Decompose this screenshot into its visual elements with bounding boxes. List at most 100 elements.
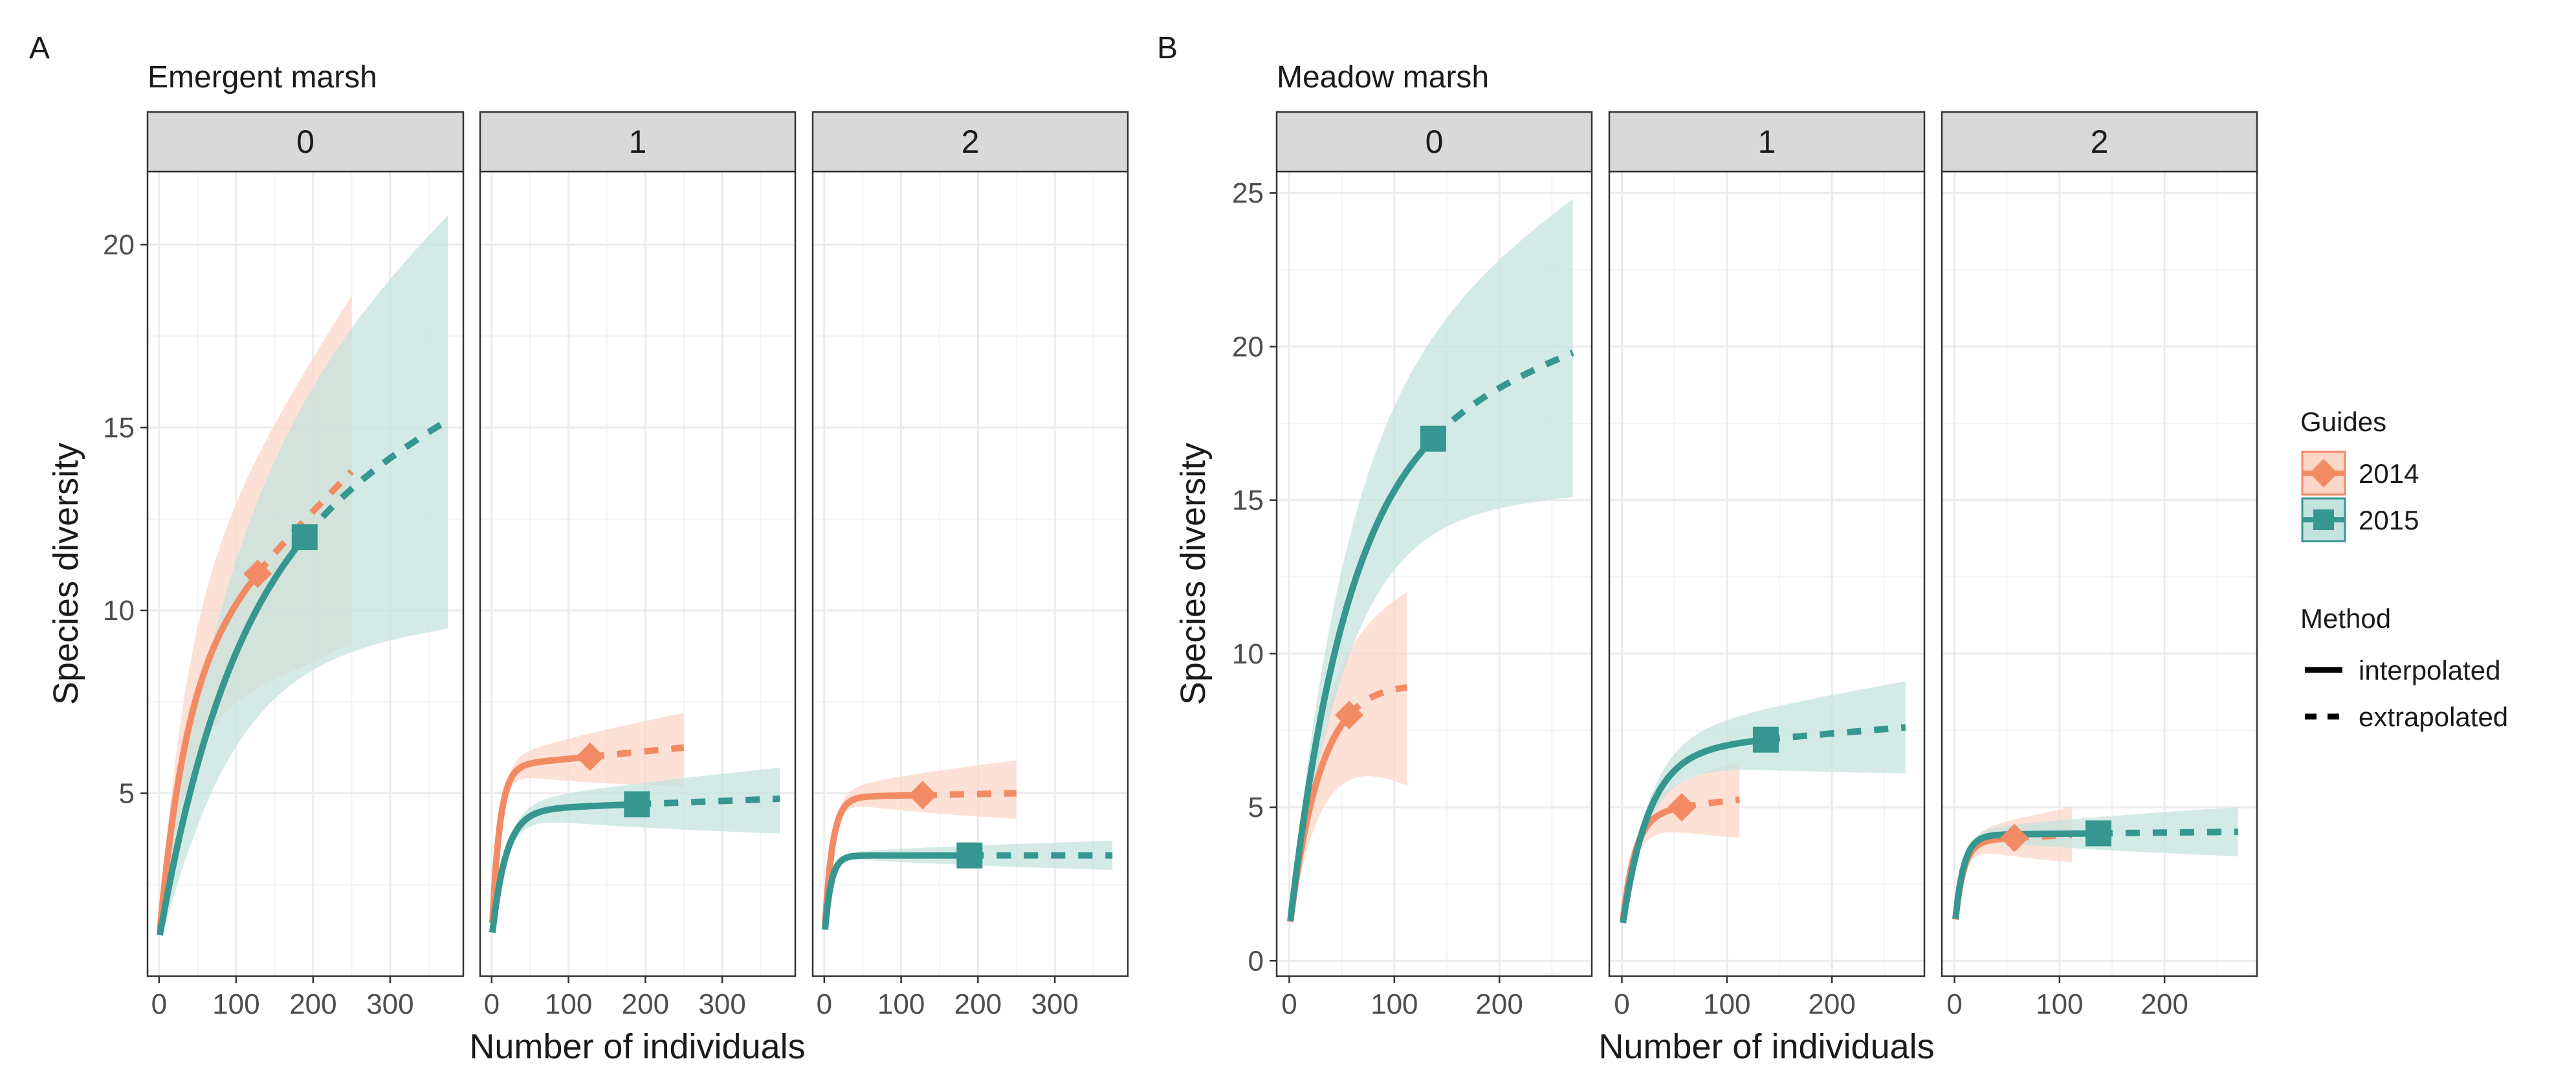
panel-background <box>1942 172 2257 976</box>
panel-background <box>1609 172 1924 976</box>
line-extrapolated-2015 <box>302 417 450 540</box>
point-2014 <box>1668 793 1697 822</box>
x-tick-label: 100 <box>1703 988 1750 1020</box>
x-tick-label: 100 <box>877 988 925 1020</box>
line-interpolated-2015 <box>822 852 970 930</box>
legend-method-title: Method <box>2300 603 2391 634</box>
y-tick-label: 10 <box>1232 638 1264 670</box>
x-tick-label: 0 <box>1946 988 1962 1020</box>
x-tick-label: 100 <box>545 988 592 1020</box>
x-tick-label: 200 <box>289 988 336 1020</box>
facet-strip <box>1941 111 2258 173</box>
ribbon-2014 <box>825 760 1017 926</box>
facet-panel-0: 0 0 100 200 <box>1275 111 1593 1020</box>
y-tick-label: 5 <box>119 778 135 810</box>
y-tick-label: 15 <box>1232 485 1264 517</box>
legend-label-2014: 2014 <box>2359 458 2419 489</box>
facet-panel-0: 0 0 100 200 300 <box>146 111 465 1020</box>
x-tick-label: 200 <box>622 988 669 1020</box>
point-2015 <box>2085 820 2111 847</box>
x-tick-label: 0 <box>1614 988 1629 1020</box>
legend-key-2014 <box>2301 451 2346 496</box>
y-tick-label: 20 <box>103 229 135 261</box>
y-tick-label: 20 <box>1232 331 1264 362</box>
legend-label-2015: 2015 <box>2359 505 2419 535</box>
ribbon-2014 <box>492 713 684 923</box>
facet-strip-label: 0 <box>1426 124 1444 160</box>
line-interpolated-2015 <box>489 801 637 933</box>
x-tick-label: 100 <box>212 988 259 1020</box>
y-axis-label: Species diversity <box>1174 443 1213 705</box>
ribbon-2015 <box>1290 199 1573 921</box>
y-tick-label: 15 <box>103 412 135 444</box>
point-2015 <box>1420 425 1446 452</box>
line-extrapolated-2015 <box>1765 724 1906 743</box>
ribbon-2015 <box>160 215 448 935</box>
facet-strip <box>146 111 465 173</box>
legend-label-extrapolated: extrapolated <box>2359 702 2508 732</box>
plot-tag: B <box>1157 31 1178 65</box>
point-2014 <box>243 559 272 588</box>
point-2014 <box>2000 823 2029 852</box>
line-interpolated-2014 <box>822 792 923 926</box>
facet-strip-label: 2 <box>2091 124 2109 160</box>
y-tick-label: 10 <box>103 595 135 627</box>
x-tick-label: 300 <box>698 988 745 1020</box>
point-2015 <box>624 791 650 818</box>
facet-panel-2: 2 0 100 200 300 <box>811 111 1129 1020</box>
facet-strip-label: 1 <box>629 124 647 160</box>
x-tick-label: 200 <box>954 988 1002 1020</box>
x-tick-label: 300 <box>1031 988 1078 1020</box>
legend-label-interpolated: interpolated <box>2359 655 2501 685</box>
facet-strip <box>811 111 1129 173</box>
x-tick-label: 200 <box>1475 988 1523 1020</box>
plot-title: Meadow marsh <box>1277 60 1489 95</box>
facet-panel-1: 1 0 100 200 300 <box>479 111 797 1020</box>
ribbon-2015 <box>825 841 1113 930</box>
line-interpolated-2014 <box>489 753 590 924</box>
plot-tag: A <box>29 31 50 65</box>
point-2014 <box>908 781 937 810</box>
plot-title: Emergent marsh <box>148 60 377 95</box>
legend-key-2015 <box>2301 497 2346 542</box>
line-extrapolated-2015 <box>1431 350 1574 441</box>
x-tick-label: 0 <box>1281 988 1297 1020</box>
facet-strip <box>479 111 797 173</box>
point-2015 <box>1752 726 1779 753</box>
point-2015 <box>291 524 318 550</box>
facet-strip-label: 0 <box>296 124 314 160</box>
y-tick-label: 0 <box>1248 945 1264 977</box>
line-interpolated-2015 <box>1620 736 1767 924</box>
line-interpolated-2015 <box>1287 436 1436 922</box>
facet-strip-label: 1 <box>1758 124 1776 160</box>
panel-background <box>480 172 795 976</box>
facet-strip <box>1608 111 1926 173</box>
x-tick-label: 200 <box>1808 988 1855 1020</box>
line-interpolated-2014 <box>157 572 261 931</box>
point-2015 <box>956 842 983 869</box>
x-axis-label: Number of individuals <box>469 1027 805 1066</box>
y-tick-label: 25 <box>1232 177 1264 209</box>
point-2014 <box>575 742 604 771</box>
x-tick-label: 0 <box>151 988 167 1020</box>
line-extrapolated-2014 <box>255 469 354 576</box>
x-tick-label: 0 <box>817 988 832 1020</box>
y-axis-label: Species diversity <box>47 443 85 705</box>
x-tick-label: 300 <box>366 988 413 1020</box>
point-2014 <box>1335 700 1364 730</box>
y-tick-label: 5 <box>1248 792 1264 823</box>
legend-key-2015-square <box>2313 509 2334 530</box>
facet-panel-2: 2 0 100 200 <box>1941 111 2258 1020</box>
ribbon-2015 <box>1623 681 1906 923</box>
line-extrapolated-2015 <box>2098 829 2238 837</box>
legend: Guides 2014 2015 Method interpolated ext… <box>2300 407 2508 732</box>
line-interpolated-2015 <box>1952 830 2098 920</box>
facet-strip <box>1275 111 1593 173</box>
x-axis-label: Number of individuals <box>1598 1027 1934 1066</box>
x-tick-label: 100 <box>2036 988 2083 1020</box>
x-tick-label: 200 <box>2141 988 2188 1020</box>
